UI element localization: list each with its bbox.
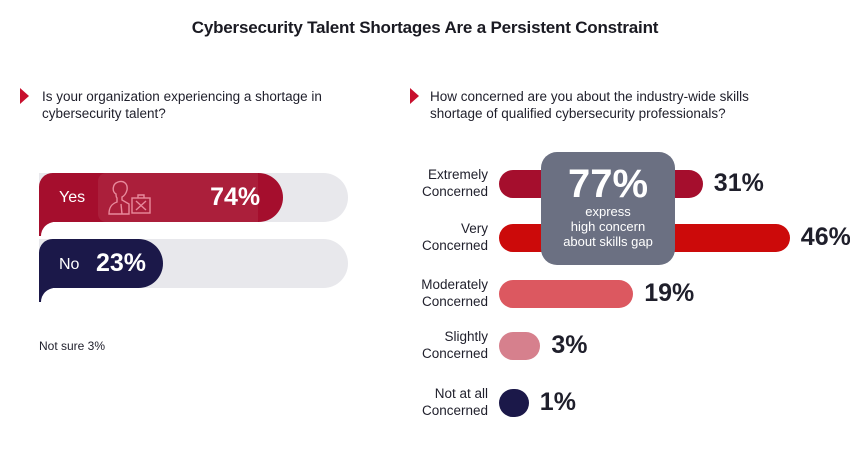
value-label-very: 46% [800, 223, 850, 251]
person-briefcase-x-icon [108, 180, 151, 215]
callout-line-1: express [585, 204, 631, 219]
callout-line-2: high concern [570, 219, 646, 234]
category-label-line: Concerned [421, 238, 488, 253]
category-label-line: Extremely [427, 167, 488, 182]
category-label-line: Concerned [421, 403, 488, 418]
category-label-very: Very Concerned [388, 220, 488, 254]
category-label-not-at-all: Not at all Concerned [388, 385, 488, 419]
bar-slightly [499, 332, 541, 360]
category-label-line: Moderately [421, 277, 488, 292]
bar-not-at-all [499, 389, 529, 417]
category-label-line: Concerned [421, 346, 488, 361]
value-label-moderately: 19% [644, 279, 695, 307]
no-bar [39, 239, 164, 288]
category-label-moderately: Moderately Concerned [388, 276, 488, 310]
yes-bar [39, 173, 284, 222]
no-label: No [59, 256, 80, 273]
not-sure-note: Not sure 3% [39, 339, 106, 353]
chart-title: Cybersecurity Talent Shortages Are a Per… [191, 18, 659, 37]
value-label-slightly: 3% [551, 331, 588, 359]
category-label-extremely: Extremely Concerned [388, 166, 488, 200]
category-label-slightly: Slightly Concerned [388, 328, 488, 362]
category-label-line: Concerned [421, 294, 488, 309]
question-marker-icon [410, 88, 419, 104]
right-question: How concerned are you about the industry… [430, 89, 749, 121]
category-label-line: Slightly [444, 329, 488, 344]
category-label-line: Concerned [421, 184, 488, 199]
question-marker-icon [20, 88, 29, 104]
category-label-line: Very [460, 221, 488, 236]
value-label-extremely: 31% [713, 169, 764, 197]
callout-value: 77% [567, 162, 649, 206]
no-tail-cutout [41, 288, 71, 316]
callout-line-3: about skills gap [563, 234, 653, 249]
bar-moderately [499, 280, 634, 308]
category-label-line: Not at all [434, 386, 488, 401]
yes-label: Yes [59, 189, 86, 206]
value-label-not-at-all: 1% [539, 388, 576, 416]
yes-value: 74% [210, 183, 261, 211]
left-question: Is your organization experiencing a shor… [42, 89, 322, 121]
no-value: 23% [96, 249, 147, 277]
high-concern-callout: 77% express high concern about skills ga… [541, 152, 675, 265]
